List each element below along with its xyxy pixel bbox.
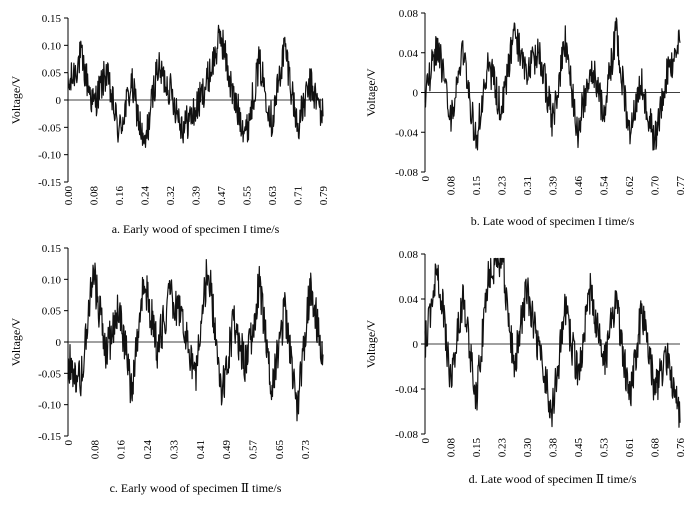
x-tick-label: 0	[63, 440, 75, 446]
y-tick-label: -0.08	[395, 167, 418, 179]
x-tick-label: 0.39	[548, 176, 560, 196]
x-tick-label: 0.31	[522, 176, 534, 195]
x-tick-label: 0.77	[675, 176, 687, 196]
x-tick-label: 0.41	[195, 440, 207, 459]
y-axis-title: Voltage/V	[364, 68, 378, 117]
y-tick-label: 0	[413, 88, 419, 100]
y-axis-title: Voltage/V	[9, 75, 23, 124]
x-tick-label: 0.79	[318, 186, 330, 206]
y-tick-label: -0.15	[38, 177, 61, 189]
x-tick-label: 0.61	[624, 438, 636, 457]
x-tick-label: 0.30	[522, 438, 534, 458]
x-tick-label: 0.46	[573, 176, 585, 196]
x-tick-label: 0.16	[116, 440, 128, 460]
y-tick-label: 0.05	[42, 68, 62, 80]
voltage-series-line	[424, 17, 681, 151]
x-tick-label: 0.23	[497, 176, 509, 196]
y-tick-label: -0.05	[38, 368, 61, 380]
x-tick-label: 0.63	[267, 186, 279, 206]
y-tick-label: 0	[56, 337, 62, 349]
x-tick-label: 0.38	[548, 438, 560, 458]
x-tick-label: 0.32	[165, 186, 177, 205]
x-tick-label: 0.08	[446, 438, 458, 458]
chart-panel: -0.08 -0.04 0 0.04 0.08 0 0.08 0.15 0.23 0.31 0.39…	[364, 8, 687, 228]
chart-panel: -0.15 -0.10 -0.05 0 0.05 0.10 0.15 0 0.08 0.16 0.2…	[9, 243, 324, 495]
x-tick-label: 0.54	[599, 176, 611, 196]
y-tick-label: 0.04	[399, 48, 419, 60]
x-tick-label: 0	[420, 176, 432, 182]
y-axis-title: Voltage/V	[364, 319, 378, 368]
y-tick-label: 0.04	[399, 294, 419, 306]
y-tick-label: 0.08	[399, 249, 419, 261]
y-tick-label: -0.08	[395, 429, 418, 441]
x-tick-label: 0.73	[300, 440, 312, 460]
x-tick-label: 0.15	[471, 438, 483, 458]
y-tick-label: -0.04	[395, 384, 418, 396]
x-tick-label: 0.70	[650, 176, 662, 196]
chart-panel: -0.15 -0.10 -0.05 0 0.05 0.10 0.15 0.00 0.08 0.16…	[9, 13, 330, 236]
y-tick-label: 0.15	[42, 13, 62, 25]
x-tick-label: 0.08	[446, 176, 458, 196]
y-axis-title: Voltage/V	[9, 317, 23, 366]
y-tick-label: 0.08	[399, 8, 419, 20]
y-tick-label: -0.15	[38, 431, 61, 443]
voltage-series-line	[67, 24, 324, 148]
chart-caption: b. Late wood of specimen I time/s	[471, 214, 635, 228]
x-tick-label: 0.24	[142, 440, 154, 460]
x-tick-label: 0.76	[675, 438, 687, 458]
x-tick-label: 0.33	[168, 440, 180, 460]
x-tick-label: 0.23	[497, 438, 509, 458]
x-tick-label: 0.55	[242, 186, 254, 206]
y-tick-label: 0.10	[42, 40, 62, 52]
x-tick-label: 0.39	[191, 186, 203, 206]
x-tick-label: 0.71	[293, 186, 305, 205]
y-tick-label: -0.05	[38, 122, 61, 134]
x-tick-label: 0	[420, 438, 432, 444]
x-tick-label: 0.49	[221, 440, 233, 460]
x-tick-label: 0.08	[89, 440, 101, 460]
y-tick-label: -0.04	[395, 127, 418, 139]
y-tick-label: 0.10	[42, 274, 62, 286]
x-tick-label: 0.45	[573, 438, 585, 458]
x-tick-label: 0.08	[89, 186, 101, 206]
voltage-series-line	[67, 259, 324, 422]
y-tick-label: -0.10	[38, 400, 61, 412]
x-tick-label: 0.00	[63, 186, 75, 206]
y-tick-label: 0.05	[42, 306, 62, 318]
x-tick-label: 0.57	[247, 440, 259, 460]
x-tick-label: 0.15	[471, 176, 483, 196]
x-tick-label: 0.16	[114, 186, 126, 206]
voltage-series-line	[424, 257, 681, 428]
y-tick-label: 0.15	[42, 243, 62, 255]
x-tick-label: 0.62	[624, 176, 636, 195]
chart-panel: -0.08 -0.04 0 0.04 0.08 0 0.08 0.15 0.23 0.30 0.38…	[364, 249, 687, 486]
x-tick-label: 0.68	[650, 438, 662, 458]
chart-caption: c. Early wood of specimen Ⅱ time/s	[110, 481, 282, 495]
x-tick-label: 0.53	[599, 438, 611, 458]
x-tick-label: 0.24	[140, 186, 152, 206]
chart-caption: d. Late wood of specimen Ⅱ time/s	[469, 472, 637, 486]
y-tick-label: -0.10	[38, 150, 61, 162]
chart-caption: a. Early wood of specimen I time/s	[112, 222, 280, 236]
y-tick-label: 0	[56, 95, 62, 107]
y-tick-label: 0	[413, 339, 419, 351]
x-tick-label: 0.47	[216, 186, 228, 206]
x-tick-label: 0.65	[274, 440, 286, 460]
